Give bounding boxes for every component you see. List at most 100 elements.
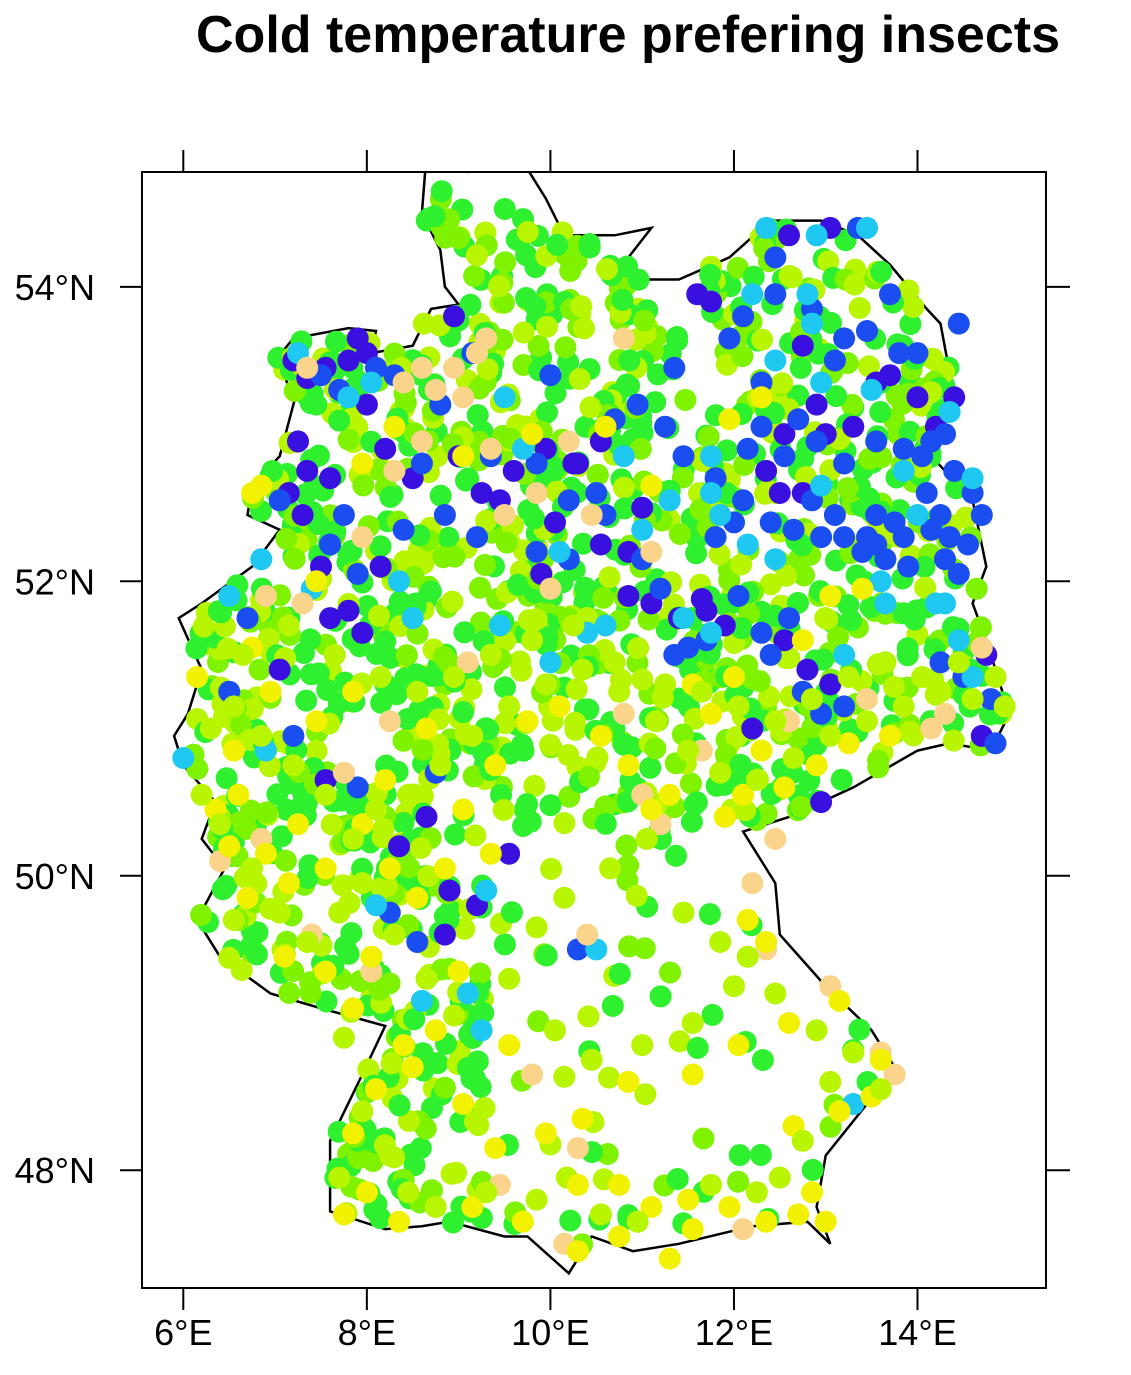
data-point xyxy=(300,663,323,686)
data-point xyxy=(888,342,911,365)
data-point xyxy=(506,573,529,596)
data-point xyxy=(314,783,337,806)
data-point xyxy=(328,409,351,432)
data-point xyxy=(369,555,392,578)
data-point xyxy=(858,447,881,470)
data-point xyxy=(564,711,587,734)
data-point xyxy=(417,865,440,888)
data-point xyxy=(782,747,805,769)
data-point xyxy=(961,688,984,711)
data-point xyxy=(677,1188,700,1211)
data-point xyxy=(750,386,773,409)
data-point xyxy=(801,1158,824,1181)
data-point xyxy=(713,805,736,828)
data-point xyxy=(378,710,401,733)
data-point xyxy=(332,1026,355,1049)
data-point xyxy=(654,415,677,438)
data-point xyxy=(856,216,878,239)
data-point xyxy=(565,678,588,701)
data-point xyxy=(305,710,328,733)
data-point xyxy=(222,908,245,931)
data-point xyxy=(351,621,374,644)
data-point xyxy=(805,430,828,453)
data-point xyxy=(681,1063,704,1086)
data-point xyxy=(778,224,800,247)
data-point xyxy=(796,658,819,681)
data-point xyxy=(594,812,617,835)
data-point xyxy=(282,754,305,777)
data-point xyxy=(663,356,686,379)
data-point xyxy=(617,585,640,607)
data-point xyxy=(424,1196,447,1218)
data-point xyxy=(677,739,700,762)
data-point xyxy=(493,198,516,220)
data-point xyxy=(401,607,424,630)
data-point xyxy=(640,540,663,563)
data-point xyxy=(934,592,956,615)
data-point xyxy=(810,474,833,497)
data-point xyxy=(475,327,498,350)
data-point xyxy=(429,484,452,507)
data-point xyxy=(500,901,523,924)
data-point xyxy=(805,393,828,416)
data-point xyxy=(215,767,238,790)
data-point xyxy=(897,279,920,302)
data-point xyxy=(379,647,402,669)
data-point xyxy=(388,835,410,858)
data-point xyxy=(360,945,383,968)
data-point xyxy=(539,794,562,817)
data-point xyxy=(437,526,460,549)
data-point xyxy=(801,312,823,335)
data-point xyxy=(727,695,750,718)
data-point xyxy=(337,428,360,451)
data-point xyxy=(419,580,442,603)
data-point xyxy=(755,1210,778,1233)
data-point xyxy=(674,388,697,411)
data-point xyxy=(360,371,383,394)
data-point xyxy=(892,695,915,718)
data-point xyxy=(362,1150,384,1172)
data-point xyxy=(493,386,516,409)
data-point xyxy=(469,576,491,599)
data-point xyxy=(314,857,337,880)
data-point xyxy=(993,695,1016,718)
data-point xyxy=(554,336,577,359)
data-point xyxy=(843,273,866,296)
data-point xyxy=(578,233,601,255)
data-point xyxy=(474,553,496,576)
data-point xyxy=(218,585,241,607)
data-point xyxy=(250,548,273,571)
data-point xyxy=(627,637,650,659)
data-point xyxy=(476,358,499,381)
data-point xyxy=(524,295,547,318)
x-axis-ticks: 6°E 8°E 10°E 12°E 14°E xyxy=(154,150,957,1353)
data-point xyxy=(307,444,330,467)
data-point xyxy=(270,825,293,848)
data-point xyxy=(787,408,810,431)
y-tick-label: 50°N xyxy=(15,856,95,897)
data-point xyxy=(814,1210,837,1233)
data-point xyxy=(681,1218,704,1241)
data-point xyxy=(562,614,585,637)
data-point xyxy=(516,793,538,816)
data-point xyxy=(527,1010,550,1033)
data-point xyxy=(494,251,517,274)
data-point xyxy=(441,590,464,613)
data-point xyxy=(961,666,984,688)
data-point xyxy=(947,312,970,335)
data-point xyxy=(773,629,796,652)
data-point xyxy=(848,297,871,319)
data-point xyxy=(883,1063,906,1086)
data-point xyxy=(736,908,759,931)
data-point xyxy=(378,857,401,880)
data-point xyxy=(374,630,397,653)
data-point xyxy=(493,712,516,735)
data-point xyxy=(352,474,375,497)
data-point xyxy=(825,385,848,408)
data-point xyxy=(346,776,369,799)
data-point xyxy=(898,420,921,443)
data-point xyxy=(484,754,507,777)
data-point xyxy=(778,264,801,287)
data-point xyxy=(368,978,391,1001)
data-point xyxy=(320,813,343,836)
